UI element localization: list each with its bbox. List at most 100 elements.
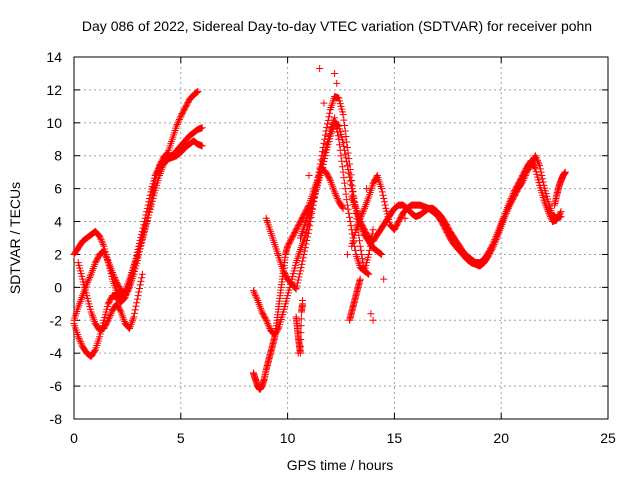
data-point: [138, 230, 146, 238]
data-point: [357, 246, 365, 254]
data-point: [358, 255, 366, 263]
data-point: [297, 322, 305, 330]
grid: [74, 57, 608, 419]
data-point: [262, 315, 270, 323]
data-point-outlier: [401, 214, 409, 222]
data-point: [134, 246, 142, 254]
data-point: [297, 329, 305, 337]
data-point: [300, 250, 308, 258]
data-point: [381, 201, 389, 209]
data-point: [500, 213, 508, 221]
data-point: [333, 193, 341, 201]
data-point: [132, 302, 140, 310]
data-point: [351, 201, 359, 209]
data-point: [264, 320, 272, 328]
data-point: [344, 165, 352, 173]
data-point: [319, 161, 327, 169]
axis-ticks: 0 5 10 15 20 25 -8 -6 -4 -2 0 2 4 6 8 10 12 14: [46, 49, 616, 446]
data-point: [380, 198, 388, 206]
x-tick-label: 15: [387, 430, 403, 446]
data-point: [348, 185, 356, 193]
data-point: [198, 124, 206, 132]
data-point-outlier: [294, 349, 302, 357]
y-tick-label: 4: [54, 214, 62, 230]
data-point: [163, 149, 171, 157]
data-point: [139, 224, 147, 232]
data-point: [297, 335, 305, 343]
data-point: [561, 168, 569, 176]
data-point: [378, 250, 386, 258]
data-point: [506, 196, 514, 204]
data-point: [101, 249, 109, 257]
data-point: [318, 164, 326, 172]
data-point: [131, 306, 139, 314]
data-point: [363, 269, 371, 277]
data-point: [136, 284, 144, 292]
data-point: [322, 127, 330, 135]
data-point: [538, 175, 546, 183]
data-point: [174, 119, 182, 127]
data-point: [77, 339, 85, 347]
data-point: [252, 292, 260, 300]
y-tick-label: 12: [46, 82, 62, 98]
data-point: [333, 195, 341, 203]
data-point: [320, 139, 328, 147]
data-point: [323, 120, 331, 128]
data-point: [143, 204, 151, 212]
data-point: [308, 209, 316, 217]
data-point: [101, 250, 109, 258]
data-point: [332, 191, 340, 199]
data-point: [334, 132, 342, 140]
data-point: [380, 195, 388, 203]
data-point: [297, 342, 305, 350]
data-point: [320, 157, 328, 165]
data-point: [356, 237, 364, 245]
data-point-outlier: [367, 310, 375, 318]
data-point: [98, 239, 106, 247]
data-point: [110, 272, 118, 280]
data-point: [359, 259, 367, 267]
data-point: [121, 294, 129, 302]
data-point: [340, 174, 348, 182]
data-point: [339, 204, 347, 212]
data-point: [263, 318, 271, 326]
data-point: [546, 211, 554, 219]
data-point: [506, 198, 514, 206]
data-point: [321, 135, 329, 143]
data-point: [358, 224, 366, 232]
data-point: [492, 234, 500, 242]
data-point: [360, 206, 368, 214]
data-point: [75, 334, 83, 342]
data-point: [145, 195, 153, 203]
data-point: [303, 236, 311, 244]
data-point: [302, 240, 310, 248]
data-point: [316, 160, 324, 168]
data-point: [140, 221, 148, 229]
data-point: [111, 273, 119, 281]
data-point: [135, 288, 143, 296]
x-tick-label: 0: [70, 430, 78, 446]
data-point: [364, 270, 372, 278]
data-point: [111, 275, 119, 283]
data-point: [321, 151, 329, 159]
data-point: [253, 295, 261, 303]
data-point: [341, 185, 349, 193]
data-point: [343, 201, 351, 209]
data-point: [346, 177, 354, 185]
data-point: [349, 191, 357, 199]
data-point: [306, 222, 314, 230]
data-point: [341, 127, 349, 135]
data-point: [297, 315, 305, 323]
data-point: [318, 167, 326, 175]
data-point: [175, 116, 183, 124]
data-point: [546, 213, 554, 221]
data-point: [340, 142, 348, 150]
data-point: [132, 255, 140, 263]
data-point: [346, 218, 354, 226]
data-point: [338, 203, 346, 211]
data-point: [376, 249, 384, 257]
data-point: [544, 208, 552, 216]
data-point: [339, 168, 347, 176]
data-point: [102, 252, 110, 260]
